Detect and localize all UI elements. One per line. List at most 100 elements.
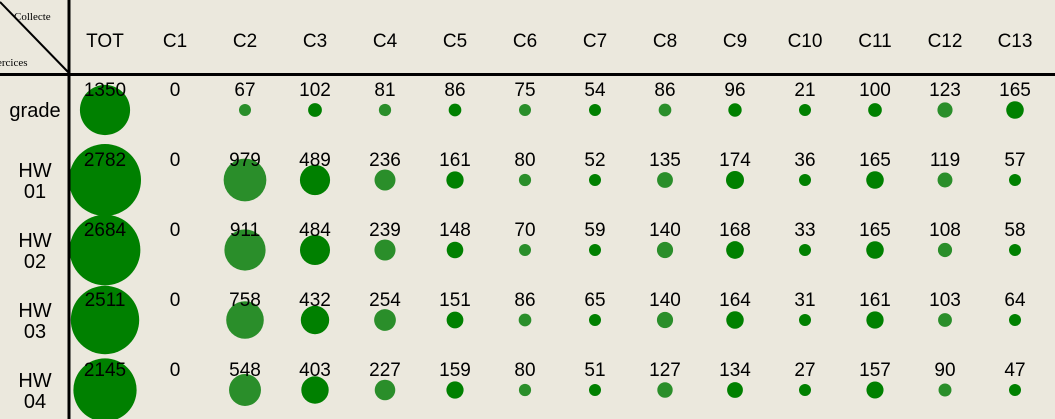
- bubble-2-c10: [799, 244, 811, 256]
- value-label-3-c1: 0: [170, 290, 181, 311]
- value-label-2-c9: 168: [719, 220, 751, 241]
- bubble-2-c6: [519, 244, 531, 256]
- row-label-2-0: HW: [18, 230, 51, 252]
- value-label-2-c2: 911: [230, 220, 260, 241]
- value-label-4-c1: 0: [170, 360, 181, 381]
- column-header-c3: C3: [303, 31, 327, 52]
- column-header-c6: C6: [513, 31, 537, 52]
- bubble-4-c11: [866, 381, 884, 399]
- column-header-tot: TOT: [86, 31, 124, 52]
- bubble-layer: [69, 84, 1024, 419]
- value-label-3-c7: 65: [584, 290, 605, 311]
- value-label-2-c11: 165: [859, 220, 891, 241]
- value-label-0-tot: 1350: [84, 80, 126, 101]
- value-label-0-c5: 86: [444, 80, 465, 101]
- value-label-2-c12: 108: [929, 220, 961, 241]
- value-label-1-c13: 57: [1004, 150, 1025, 171]
- value-label-3-c2: 758: [229, 290, 261, 311]
- row-label-1-1: 01: [24, 181, 46, 203]
- bubble-2-tot: [69, 214, 141, 286]
- bubble-3-c3: [300, 305, 330, 335]
- bubble-1-c12: [937, 172, 953, 188]
- bubble-1-c11: [866, 171, 884, 189]
- bubble-2-c4: [374, 239, 396, 261]
- value-label-3-c6: 86: [514, 290, 535, 311]
- bubble-2-c5: [446, 241, 464, 259]
- value-label-4-tot: 2145: [84, 360, 126, 381]
- value-label-0-c2: 67: [234, 80, 255, 101]
- bubble-0-c11: [868, 103, 882, 117]
- value-label-0-c11: 100: [859, 80, 891, 101]
- value-label-4-c11: 157: [859, 360, 891, 381]
- value-label-4-c5: 159: [439, 360, 471, 381]
- value-label-2-c1: 0: [170, 220, 181, 241]
- column-header-c4: C4: [373, 31, 398, 52]
- bubble-3-c7: [589, 314, 601, 326]
- bubble-4-c4: [374, 379, 396, 401]
- column-header-c9: C9: [723, 31, 747, 52]
- corner-label-top: Collecte: [14, 11, 51, 23]
- bubble-0-c9: [728, 103, 742, 117]
- bubble-3-c9: [726, 311, 744, 329]
- value-label-3-c12: 103: [929, 290, 961, 311]
- bubble-3-c8: [656, 311, 674, 329]
- bubble-4-c8: [657, 382, 673, 398]
- bubble-2-c7: [589, 244, 601, 256]
- value-label-0-c9: 96: [724, 80, 745, 101]
- bubble-0-c5: [448, 103, 462, 117]
- value-label-4-c3: 403: [299, 360, 331, 381]
- column-header-c8: C8: [653, 31, 677, 52]
- bubble-3-c13: [1009, 314, 1021, 326]
- value-label-4-c10: 27: [794, 360, 815, 381]
- value-label-1-c11: 165: [859, 150, 891, 171]
- bubble-4-c3: [301, 376, 329, 404]
- value-label-1-c6: 80: [514, 150, 535, 171]
- value-label-1-c4: 236: [369, 150, 401, 171]
- bubble-3-c10: [799, 314, 811, 326]
- bubble-4-c6: [518, 383, 532, 397]
- row-label-4-0: HW: [18, 370, 51, 392]
- bubble-1-c6: [518, 173, 532, 187]
- value-label-0-c1: 0: [170, 80, 181, 101]
- row-label-3-1: 03: [24, 321, 46, 343]
- bubble-0-c10: [799, 104, 811, 116]
- bubble-1-c2: [223, 158, 267, 202]
- bubble-2-c2: [224, 229, 266, 271]
- bubble-0-tot: [79, 84, 131, 136]
- value-label-4-c12: 90: [934, 360, 955, 381]
- row-label-0-0: grade: [9, 100, 60, 122]
- bubble-3-c6: [518, 313, 532, 327]
- value-label-1-c9: 174: [719, 150, 751, 171]
- bubble-3-c11: [866, 311, 884, 329]
- value-label-4-c8: 127: [649, 360, 681, 381]
- bubble-3-tot: [70, 285, 140, 355]
- bubble-2-c12: [937, 242, 953, 258]
- value-label-2-c8: 140: [649, 220, 681, 241]
- bubble-0-c2: [239, 104, 251, 116]
- value-label-3-c9: 164: [719, 290, 751, 311]
- bubble-0-c6: [519, 104, 531, 116]
- bubble-1-c5: [446, 171, 464, 189]
- bubble-2-c13: [1009, 244, 1021, 256]
- value-label-1-c3: 489: [299, 150, 331, 171]
- column-header-c13: C13: [998, 31, 1033, 52]
- bubble-2-c3: [299, 234, 331, 266]
- value-label-0-c12: 123: [929, 80, 961, 101]
- value-label-0-c4: 81: [374, 80, 395, 101]
- bubble-1-c7: [589, 174, 601, 186]
- row-label-2-1: 02: [24, 251, 46, 273]
- column-header-c7: C7: [583, 31, 607, 52]
- value-label-1-c8: 135: [649, 150, 681, 171]
- column-header-c12: C12: [928, 31, 963, 52]
- corner-label-bottom: ercices: [0, 57, 28, 69]
- value-label-4-c4: 227: [369, 360, 401, 381]
- column-header-c1: C1: [163, 31, 187, 52]
- bubble-1-c10: [799, 174, 811, 186]
- value-label-1-c10: 36: [794, 150, 815, 171]
- value-label-3-c10: 31: [794, 290, 815, 311]
- column-header-c2: C2: [233, 31, 257, 52]
- value-label-0-c3: 102: [299, 80, 331, 101]
- value-label-1-c2: 979: [229, 150, 261, 171]
